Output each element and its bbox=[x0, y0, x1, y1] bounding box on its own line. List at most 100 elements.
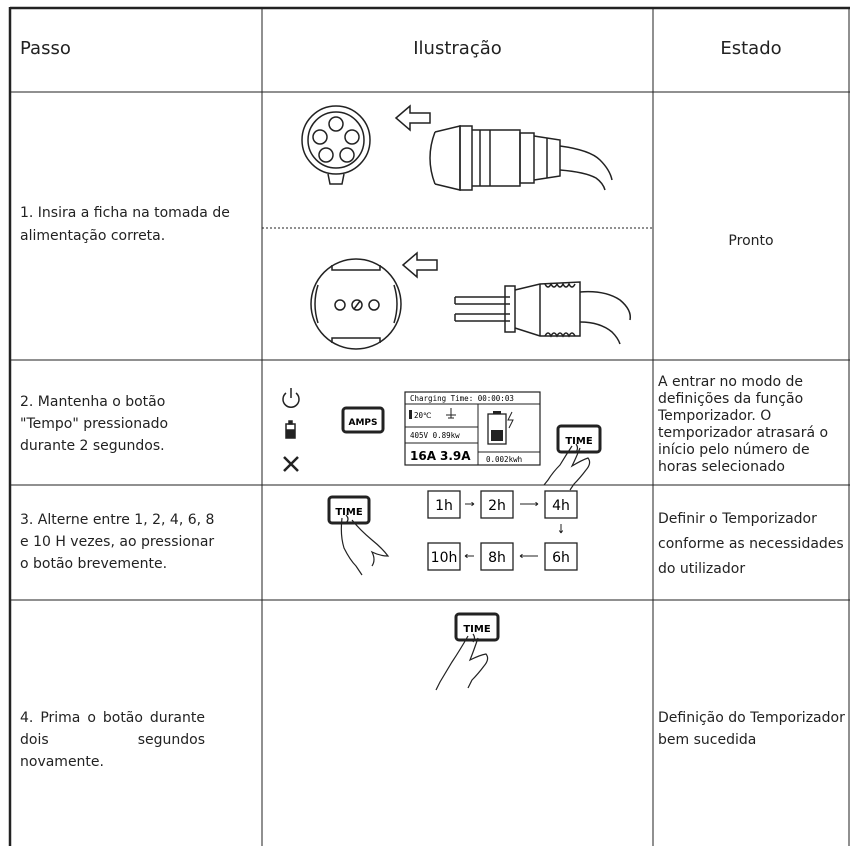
industrial-socket-part bbox=[339, 147, 355, 163]
status-icons bbox=[282, 388, 300, 472]
arrow-head bbox=[464, 553, 468, 559]
button-label: TIME bbox=[463, 624, 490, 635]
hand-part bbox=[345, 514, 349, 524]
status-icons-part bbox=[286, 429, 295, 438]
industrial-socket-part bbox=[327, 173, 345, 185]
industrial-plug-part bbox=[434, 125, 461, 191]
schuko-plug bbox=[454, 281, 632, 345]
status-cell: Definição do Temporizador bem sucedida bbox=[658, 710, 845, 748]
step-cell: 1. Insira a ficha na tomada de alimentaç… bbox=[20, 205, 230, 244]
hand-part bbox=[472, 633, 476, 643]
arrow-head bbox=[535, 501, 539, 507]
header-cell: Ilustração bbox=[413, 38, 502, 59]
hand-part bbox=[340, 517, 390, 576]
timer-box bbox=[427, 542, 461, 571]
industrial-socket-part bbox=[301, 105, 371, 175]
arrow-head bbox=[558, 530, 564, 534]
button-label: AMPS bbox=[349, 418, 378, 428]
table-grid bbox=[8, 6, 850, 846]
hand-part bbox=[575, 443, 579, 453]
timer-label: 1h bbox=[435, 498, 453, 514]
timer-label: 2h bbox=[488, 498, 506, 514]
timer-label: 10h bbox=[431, 550, 458, 566]
schuko-socket-part bbox=[310, 258, 402, 350]
hand-part bbox=[543, 445, 591, 491]
schuko-socket-part bbox=[353, 300, 361, 310]
status-cell: Definir o Temporizador conforme as neces… bbox=[658, 511, 844, 577]
schuko-socket-part bbox=[314, 284, 398, 324]
industrial-socket-part bbox=[312, 129, 328, 145]
display-text: 0.002kwh bbox=[486, 455, 522, 464]
industrial-socket-part bbox=[344, 129, 360, 145]
industrial-plug bbox=[429, 125, 613, 191]
arrow-left-part bbox=[401, 251, 438, 279]
status-cell: Pronto bbox=[728, 233, 774, 249]
hand bbox=[543, 443, 591, 491]
industrial-plug-part bbox=[429, 131, 436, 185]
status-icons-part bbox=[283, 456, 299, 472]
step-cell: 2. Mantenha o botão "Tempo" pressionado … bbox=[20, 394, 169, 454]
timer-box bbox=[427, 490, 461, 519]
schuko-socket bbox=[310, 258, 402, 350]
header-cell: Estado bbox=[720, 38, 782, 59]
button-label: TIME bbox=[335, 507, 362, 518]
timer-box bbox=[480, 542, 514, 571]
timer-box bbox=[544, 490, 578, 519]
display-text: 16A bbox=[410, 449, 437, 463]
amps-button: AMPS bbox=[341, 406, 385, 434]
schuko-plug-part bbox=[514, 281, 581, 337]
industrial-plug-part bbox=[459, 125, 473, 191]
step-cell: 4. Prima o botão durante dois segundos n… bbox=[20, 710, 205, 770]
timer-box bbox=[544, 542, 578, 571]
arrow-left-part bbox=[394, 104, 431, 132]
button-label: TIME bbox=[565, 436, 592, 447]
timer-label: 8h bbox=[488, 550, 506, 566]
schuko-socket-part bbox=[334, 299, 346, 311]
lcd-display-part bbox=[491, 430, 503, 441]
hand bbox=[435, 633, 489, 691]
industrial-socket-part bbox=[318, 147, 334, 163]
display-text: Charging Time: 00:00:03 bbox=[410, 394, 514, 403]
amps-button-part bbox=[341, 406, 385, 434]
arrow-left bbox=[394, 104, 431, 132]
schuko-plug-part bbox=[504, 285, 516, 333]
time-button: TIME bbox=[327, 495, 371, 525]
display-text: 3.9A bbox=[440, 449, 471, 463]
lcd-display-part bbox=[409, 410, 412, 419]
timer-cycle: 1h 2h 4h 6h 8h 10h bbox=[427, 490, 578, 571]
industrial-plug-part bbox=[479, 130, 491, 186]
lcd-display-part bbox=[446, 408, 456, 419]
arrow-head bbox=[519, 553, 523, 559]
schuko-plug-part bbox=[544, 282, 576, 338]
industrial-plug-part bbox=[559, 145, 613, 191]
industrial-socket-part bbox=[328, 116, 344, 132]
hand bbox=[340, 514, 390, 576]
schuko-plug-part bbox=[579, 290, 632, 345]
arrow-left bbox=[401, 251, 438, 279]
display-text: 405V 0.89kw bbox=[410, 431, 460, 440]
timer-label: 6h bbox=[552, 550, 570, 566]
lcd-display: Charging Time: 00:00:03 20℃ 405V 0.89kw … bbox=[404, 391, 541, 466]
status-cell: A entrar no modo de definições da função… bbox=[658, 374, 829, 475]
industrial-socket-part bbox=[307, 111, 365, 169]
step-cell: 3. Alterne entre 1, 2, 4, 6, 8 e 10 H ve… bbox=[20, 512, 215, 572]
industrial-plug-part bbox=[472, 129, 521, 187]
time-button-part bbox=[327, 495, 371, 525]
lcd-display-part bbox=[507, 411, 514, 429]
schuko-plug-part bbox=[454, 296, 510, 322]
time-button: TIME bbox=[556, 424, 602, 454]
timer-box bbox=[480, 490, 514, 519]
hand-part bbox=[435, 635, 489, 691]
display-text: 20℃ bbox=[414, 411, 432, 420]
industrial-plug-part bbox=[519, 132, 535, 184]
industrial-socket bbox=[301, 105, 371, 185]
schuko-socket-part bbox=[351, 299, 363, 311]
header-cell: Passo bbox=[20, 38, 71, 59]
schuko-socket-part bbox=[331, 265, 381, 343]
lcd-display-part bbox=[493, 411, 501, 414]
timer-label: 4h bbox=[552, 498, 570, 514]
status-icons-part bbox=[282, 392, 300, 408]
schuko-socket-part bbox=[368, 299, 380, 311]
